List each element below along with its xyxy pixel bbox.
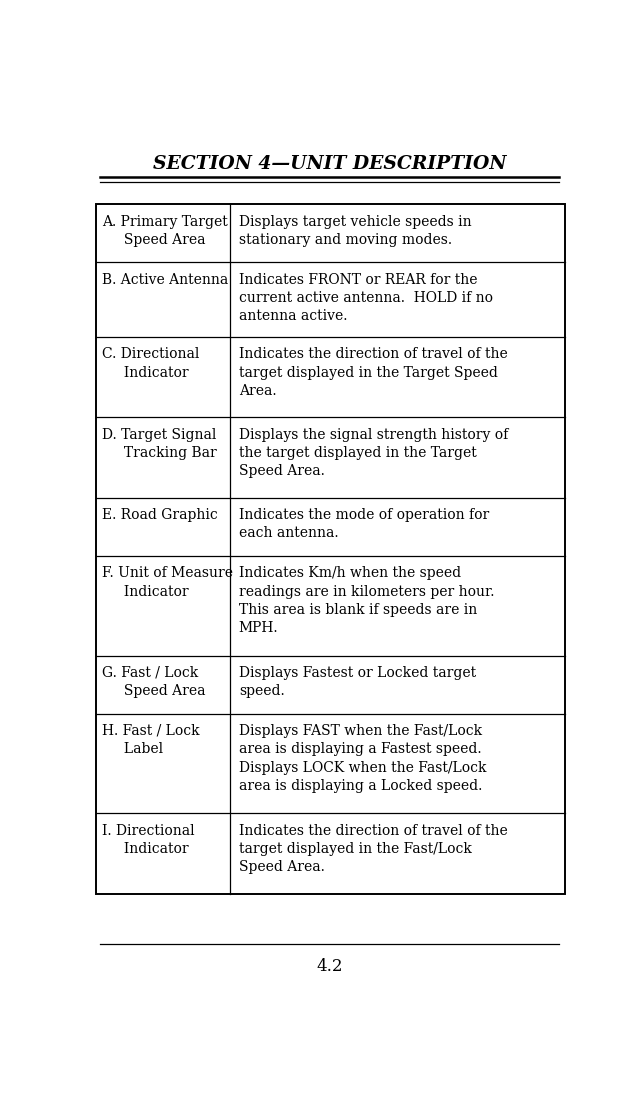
Text: Displays FAST when the Fast/Lock
area is displaying a Fastest speed.
Displays LO: Displays FAST when the Fast/Lock area is…	[239, 724, 486, 793]
Text: Indicates the direction of travel of the
target displayed in the Target Speed
Ar: Indicates the direction of travel of the…	[239, 348, 507, 398]
Text: F. Unit of Measure
     Indicator: F. Unit of Measure Indicator	[102, 566, 233, 599]
Text: H. Fast / Lock
     Label: H. Fast / Lock Label	[102, 724, 200, 756]
Text: B. Active Antenna: B. Active Antenna	[102, 273, 228, 287]
Bar	[96, 204, 565, 893]
Text: I. Directional
     Indicator: I. Directional Indicator	[102, 824, 195, 856]
Text: Indicates Km/h when the speed
readings are in kilometers per hour.
This area is : Indicates Km/h when the speed readings a…	[239, 566, 494, 636]
Text: Indicates the direction of travel of the
target displayed in the Fast/Lock
Speed: Indicates the direction of travel of the…	[239, 824, 507, 874]
Text: Displays target vehicle speeds in
stationary and moving modes.: Displays target vehicle speeds in statio…	[239, 214, 471, 246]
Text: Indicates the mode of operation for
each antenna.: Indicates the mode of operation for each…	[239, 508, 489, 541]
Text: Displays Fastest or Locked target
speed.: Displays Fastest or Locked target speed.	[239, 666, 476, 698]
Text: 4.2: 4.2	[316, 958, 343, 976]
Text: A. Primary Target
     Speed Area: A. Primary Target Speed Area	[102, 214, 228, 246]
Text: G. Fast / Lock
     Speed Area: G. Fast / Lock Speed Area	[102, 666, 206, 698]
Text: C. Directional
     Indicator: C. Directional Indicator	[102, 348, 200, 380]
Text: E. Road Graphic: E. Road Graphic	[102, 508, 218, 522]
Text: SECTION 4—UNIT DESCRIPTION: SECTION 4—UNIT DESCRIPTION	[153, 155, 506, 173]
Text: Indicates FRONT or REAR for the
current active antenna.  HOLD if no
antenna acti: Indicates FRONT or REAR for the current …	[239, 273, 493, 323]
Text: D. Target Signal
     Tracking Bar: D. Target Signal Tracking Bar	[102, 428, 217, 460]
Text: Displays the signal strength history of
the target displayed in the Target
Speed: Displays the signal strength history of …	[239, 428, 508, 478]
